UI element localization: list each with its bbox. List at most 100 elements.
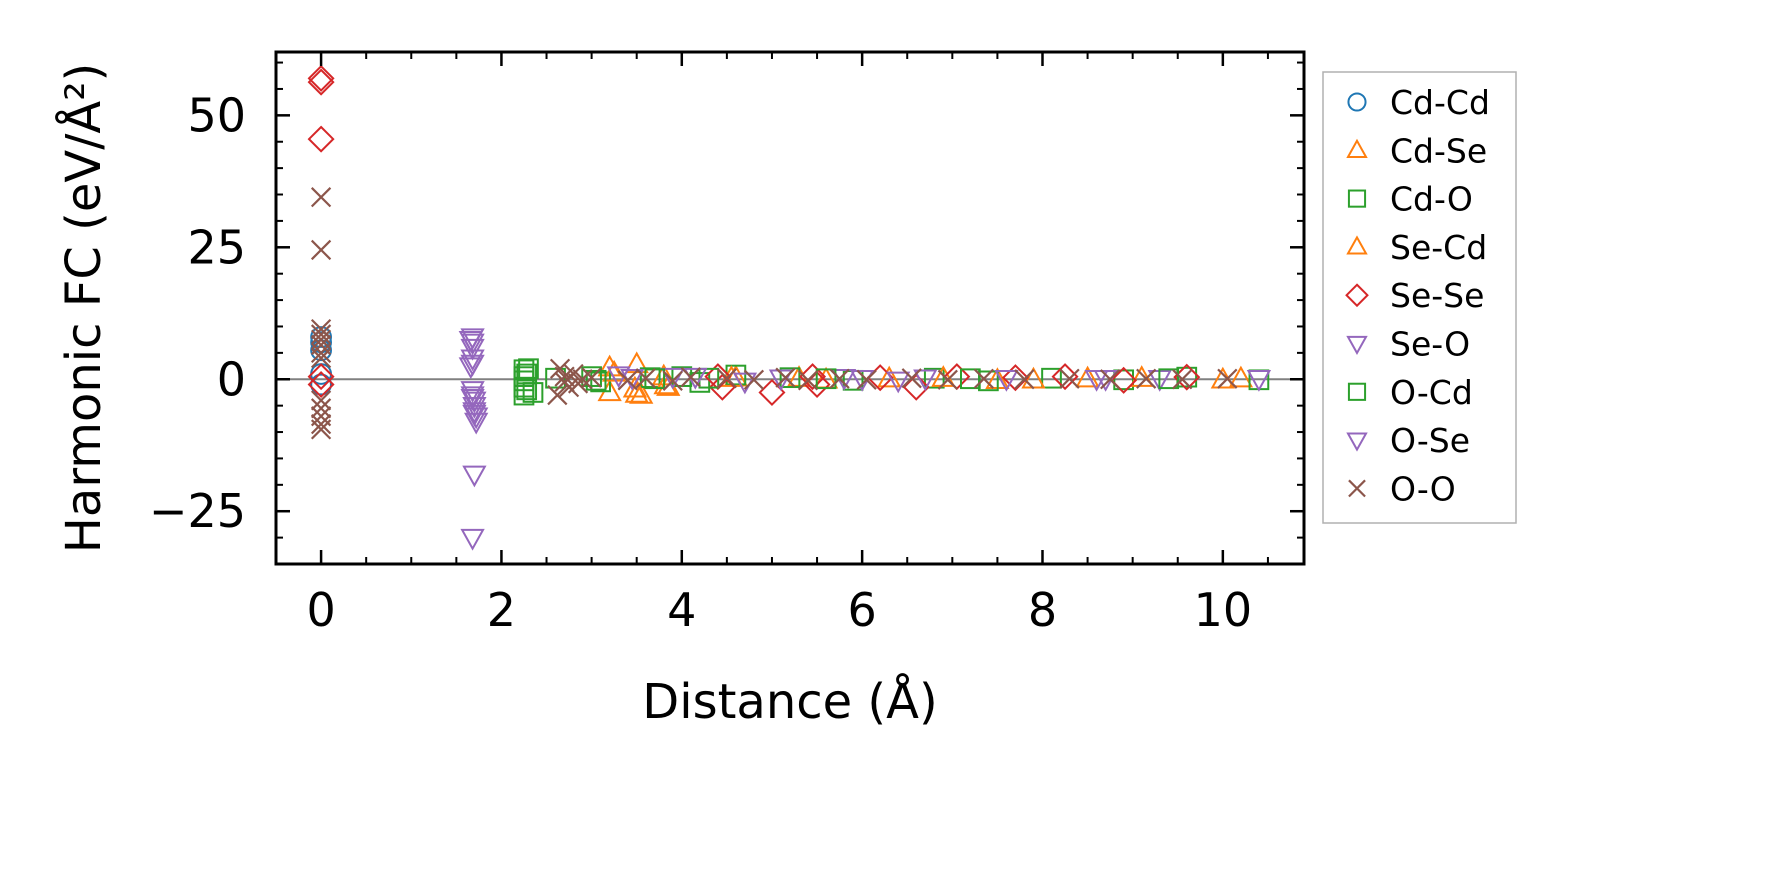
point-o-o-20 [572,369,593,390]
point-o-o-24 [662,370,683,391]
point-o-o-23 [635,368,656,389]
point-cd-o-17 [1041,367,1062,389]
legend-label: Se-Cd [1390,228,1487,267]
x-tick-label: 8 [1028,583,1057,637]
legend-item-o-se: O-Se [1346,421,1470,460]
point-o-o-11 [310,413,332,435]
legend: Cd-Cd Cd-Se Cd-O Se-Cd Se-Se Se-O O-Cd O-Se O-O [1322,71,1517,524]
point-o-cd-3 [585,369,607,391]
point-se-o-18 [913,369,938,392]
point-se-o-9 [462,402,487,424]
point-cd-se-4 [629,382,654,404]
point-o-o-6 [310,342,332,363]
x-tick-label: 10 [1194,583,1253,637]
plot-content [276,64,1304,551]
legend-item-o-o: O-O [1348,469,1456,508]
legend-item-cd-o: Cd-O [1347,180,1473,219]
point-o-o-29 [797,370,819,391]
x-tick-label: 4 [667,583,696,637]
point-cd-cd-0 [310,326,332,348]
point-o-cd-1 [516,379,538,401]
point-o-se-9 [994,370,1019,392]
point-cd-o-5 [518,358,539,380]
point-se-se-3 [307,363,335,391]
point-o-cd-0 [516,363,538,385]
point-o-o-12 [310,419,332,440]
point-o-o-2 [310,318,332,340]
legend-item-se-o: Se-O [1346,325,1470,364]
y-tick-label: −25 [149,484,246,538]
point-o-o-22 [617,370,638,391]
legend-marker-o-o [1348,479,1366,498]
point-se-o-13 [460,528,485,551]
point-cd-o-18 [1113,369,1134,391]
point-cd-se-9 [877,365,902,388]
point-o-o-36 [1059,368,1080,389]
x-tick-label: 0 [306,583,335,637]
point-se-o-3 [460,349,485,372]
point-se-se-5 [704,363,732,391]
legend-marker-se-o [1346,335,1368,356]
legend-label: O-Se [1390,421,1470,460]
legend-item-se-cd: Se-Cd [1346,228,1487,267]
point-se-o-8 [462,396,487,419]
point-o-o-8 [310,390,332,411]
point-o-o-35 [1014,369,1035,390]
point-cd-se-3 [624,380,649,403]
point-o-o-27 [743,369,765,390]
point-cd-o-15 [923,367,945,389]
point-o-o-39 [1172,369,1193,390]
point-o-o-17 [547,384,568,406]
legend-marker-se-cd [1346,235,1368,255]
point-se-o-6 [460,386,485,409]
x-axis-ticks: 0 2 4 6 8 10 [275,52,1269,637]
point-o-o-0 [310,187,332,208]
y-tick-label: 25 [187,220,246,274]
point-se-cd-5 [931,365,956,387]
point-o-o-40 [1217,368,1238,389]
point-cd-o-9 [639,367,661,389]
legend-label: O-O [1390,469,1456,508]
point-se-se-2 [307,125,335,153]
point-se-se-4 [307,371,335,399]
point-cd-se-13 [1228,365,1254,388]
point-o-cd-6 [815,368,837,390]
point-o-o-28 [775,367,796,388]
legend-marker-se-se [1345,283,1369,308]
point-cd-se-11 [1075,365,1100,388]
point-o-o-9 [310,398,332,419]
point-o-o-26 [716,368,738,389]
y-tick-label: 0 [217,352,246,406]
point-se-se-13 [1001,364,1029,392]
point-se-se-15 [1110,366,1138,394]
point-o-o-7 [310,348,332,369]
legend-item-cd-se: Cd-Se [1346,131,1487,170]
point-o-cd-7 [960,368,981,390]
legend-label: Cd-O [1390,180,1473,219]
point-o-o-38 [1136,368,1157,389]
point-o-se-1 [458,357,483,380]
point-se-o-5 [460,381,485,403]
point-se-o-11 [464,412,489,435]
legend-label: Cd-Cd [1390,83,1490,122]
legend-label: Se-Se [1390,276,1484,315]
legend-item-se-se: Se-Se [1345,276,1484,315]
point-se-o-12 [462,465,487,488]
x-tick-label: 6 [847,583,876,637]
series-o-o [310,187,1238,440]
point-o-o-25 [680,367,701,388]
y-axis-label: Harmonic FC (eV/Å²) [55,63,112,553]
legend-marker-cd-se [1346,138,1368,158]
x-tick-label: 2 [487,583,516,637]
point-o-o-32 [901,368,922,389]
point-o-o-30 [829,368,850,389]
point-se-o-2 [460,338,485,361]
point-o-o-37 [1099,369,1121,390]
point-o-se-8 [886,371,911,394]
point-o-o-33 [937,369,958,390]
point-o-cd-8 [1158,368,1180,390]
point-se-o-21 [1246,370,1272,392]
point-o-o-34 [973,368,995,389]
legend-label: Cd-Se [1390,131,1487,170]
